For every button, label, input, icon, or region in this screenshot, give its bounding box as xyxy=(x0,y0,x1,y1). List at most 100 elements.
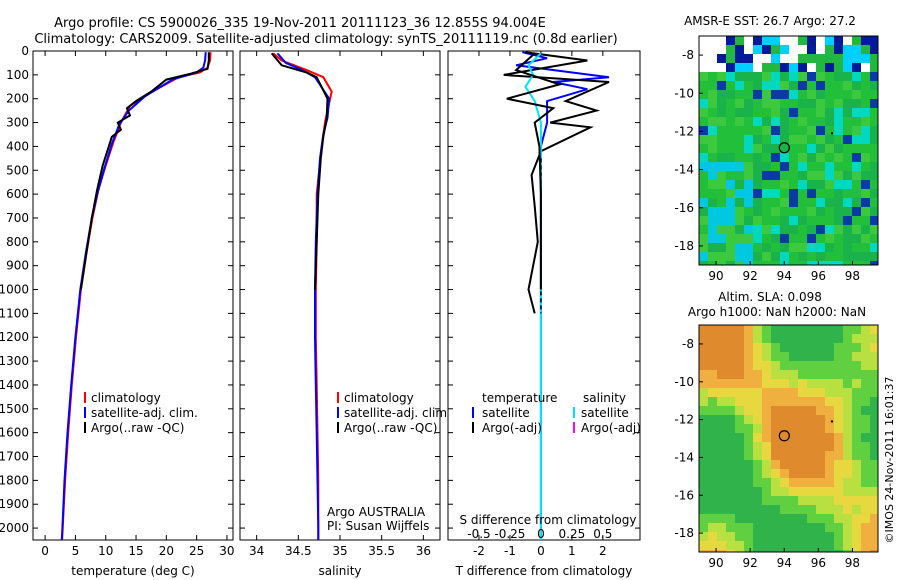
map-cell xyxy=(798,505,807,514)
map-cell xyxy=(708,81,717,90)
map-cell xyxy=(708,171,717,180)
map-cell xyxy=(834,361,843,370)
map-cell xyxy=(834,334,843,343)
map-cell xyxy=(789,451,798,460)
map-cell xyxy=(861,325,870,334)
map-cell xyxy=(708,108,717,117)
map-cell xyxy=(861,460,870,469)
map-cell xyxy=(771,460,780,469)
map-cell xyxy=(762,45,771,54)
map-cell xyxy=(780,433,789,442)
map-cell xyxy=(735,514,744,523)
map-cell xyxy=(744,216,753,225)
annotation-text: Argo AUSTRALIA xyxy=(327,505,426,519)
y-tick-label: 1900 xyxy=(0,497,29,511)
map-cell xyxy=(861,415,870,424)
map-cell xyxy=(816,352,825,361)
map-cell xyxy=(843,252,852,261)
map-cell xyxy=(789,243,798,252)
map-cell xyxy=(789,45,798,54)
y-tick-label: 900 xyxy=(6,259,29,273)
y-tick-label: 800 xyxy=(6,235,29,249)
map-cell xyxy=(735,370,744,379)
map-cell xyxy=(735,343,744,352)
map-cell xyxy=(852,388,861,397)
map-cell xyxy=(816,361,825,370)
map-cell xyxy=(771,325,780,334)
map-cell xyxy=(753,45,762,54)
map-cell xyxy=(699,45,708,54)
map-cell xyxy=(744,243,753,252)
map-cell xyxy=(771,469,780,478)
map-cell xyxy=(726,63,735,72)
map-cell xyxy=(717,126,726,135)
map-cell xyxy=(834,90,843,99)
map-cell xyxy=(717,406,726,415)
map-cell xyxy=(744,180,753,189)
map-cell xyxy=(699,397,708,406)
y-tick-label: 700 xyxy=(6,211,29,225)
map-cell xyxy=(708,478,717,487)
map-cell xyxy=(825,126,834,135)
sla-field xyxy=(699,325,878,552)
map-cell xyxy=(798,90,807,99)
x-tick-label: 90 xyxy=(708,556,723,570)
map-cell xyxy=(861,261,870,265)
map-cell xyxy=(753,36,762,45)
map-cell xyxy=(798,442,807,451)
map-cell xyxy=(726,99,735,108)
map-cell xyxy=(834,72,843,81)
map-cell xyxy=(843,261,852,265)
map-cell xyxy=(852,325,861,334)
top-tick-label: -0.5 xyxy=(467,527,490,541)
map-cell xyxy=(744,487,753,496)
map-cell xyxy=(807,469,816,478)
map-cell xyxy=(861,126,870,135)
map-cell xyxy=(699,225,708,234)
map-cell xyxy=(699,379,708,388)
map-cell xyxy=(762,388,771,397)
map-cell xyxy=(735,63,744,72)
map-cell xyxy=(798,54,807,63)
map-cell xyxy=(789,406,798,415)
map-cell xyxy=(708,370,717,379)
map-cell xyxy=(726,541,735,550)
map-cell xyxy=(717,532,726,541)
map-cell xyxy=(825,487,834,496)
sla-map-subtitle: Argo h1000: NaN h2000: NaN xyxy=(688,305,866,319)
map-cell xyxy=(699,424,708,433)
y-tick-label: -14 xyxy=(674,163,694,177)
map-cell xyxy=(780,243,789,252)
map-cell xyxy=(834,460,843,469)
map-cell xyxy=(852,343,861,352)
map-cell xyxy=(726,198,735,207)
map-cell xyxy=(708,397,717,406)
map-cell xyxy=(744,54,753,63)
map-cell xyxy=(744,117,753,126)
map-cell xyxy=(708,343,717,352)
map-cell xyxy=(807,207,816,216)
map-cell xyxy=(771,108,780,117)
map-cell xyxy=(870,496,878,505)
map-cell xyxy=(816,334,825,343)
map-cell xyxy=(807,117,816,126)
map-cell xyxy=(735,496,744,505)
map-cell xyxy=(807,550,816,552)
map-cell xyxy=(789,388,798,397)
map-cell xyxy=(735,216,744,225)
x-tick-label: 94 xyxy=(777,269,792,283)
map-cell xyxy=(852,424,861,433)
map-cell xyxy=(771,415,780,424)
map-cell xyxy=(798,135,807,144)
map-cell xyxy=(816,234,825,243)
map-cell xyxy=(852,225,861,234)
map-cell xyxy=(789,460,798,469)
map-cell xyxy=(861,397,870,406)
map-cell xyxy=(771,379,780,388)
map-cell xyxy=(753,469,762,478)
map-cell xyxy=(807,352,816,361)
map-cell xyxy=(762,243,771,252)
map-cell xyxy=(735,397,744,406)
map-cell xyxy=(798,63,807,72)
map-cell xyxy=(870,541,878,550)
